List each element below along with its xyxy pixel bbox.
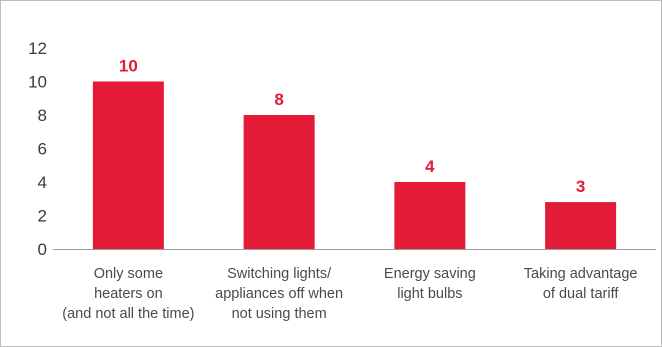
- category-label: Only some heaters on (and not all the time…: [62, 266, 194, 322]
- y-tick-label: 6: [38, 140, 47, 159]
- y-tick-label: 4: [38, 173, 47, 192]
- category-label-line: Switching lights/: [227, 266, 332, 282]
- y-tick-label: 12: [28, 39, 47, 58]
- y-tick-label: 2: [38, 207, 47, 226]
- category-label: Energy saving light bulbs: [384, 266, 476, 302]
- category-label-line: Only some: [94, 266, 163, 282]
- category-label: Taking advantage of dual tariff: [524, 266, 638, 302]
- bar: [545, 202, 617, 249]
- category-label-line: not using them: [232, 306, 327, 322]
- bar-value-label: 3: [576, 177, 585, 196]
- category-label-line: (and not all the time): [62, 306, 194, 322]
- category-label-line: light bulbs: [397, 286, 462, 302]
- category-label-line: of dual tariff: [543, 286, 619, 302]
- category-labels: Only some heaters on (and not all the time…: [62, 266, 637, 322]
- bar-value-label: 4: [425, 157, 435, 176]
- data-labels: 10 8 4 3: [119, 57, 585, 197]
- category-label-line: Taking advantage: [524, 266, 638, 282]
- y-axis-tick-labels: 0 2 4 6 8 10 12: [28, 39, 47, 259]
- bars: [92, 81, 617, 249]
- y-tick-label: 8: [38, 106, 47, 125]
- bar: [394, 182, 466, 249]
- category-label-line: appliances off when: [215, 286, 343, 302]
- category-label: Switching lights/appliances off when not …: [215, 266, 343, 322]
- category-label-line: heaters on: [94, 286, 163, 302]
- bar-value-label: 8: [274, 90, 283, 109]
- category-label-line: Energy saving: [384, 266, 476, 282]
- y-tick-label: 0: [38, 240, 47, 259]
- bar: [92, 81, 164, 249]
- bar-value-label: 10: [119, 57, 138, 76]
- bar: [243, 115, 315, 249]
- y-tick-label: 10: [28, 73, 47, 92]
